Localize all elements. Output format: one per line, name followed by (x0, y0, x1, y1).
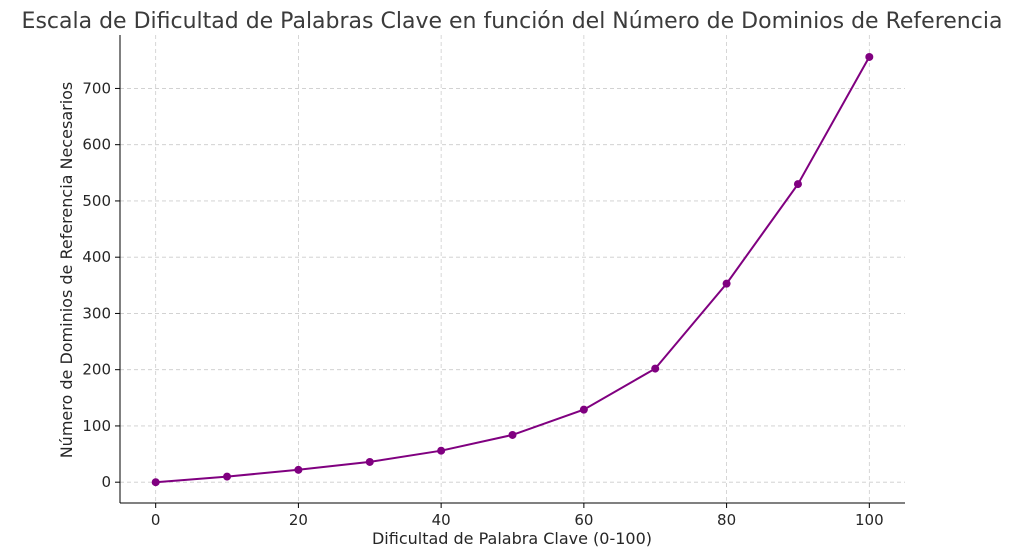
series (151, 52, 874, 487)
y-tick-label: 400 (82, 248, 111, 266)
data-point (865, 52, 874, 61)
data-point (223, 472, 232, 481)
x-tick-label: 100 (855, 511, 884, 529)
y-tick-label: 0 (101, 473, 111, 491)
grid (120, 35, 905, 503)
x-tick-label: 60 (574, 511, 593, 529)
data-point (365, 457, 374, 466)
tick-labels: 0 20 40 60 80 100 0 100 200 300 400 500 600 700 (82, 79, 883, 529)
data-point (793, 180, 802, 189)
x-tick-label: 0 (151, 511, 161, 529)
y-tick-label: 500 (82, 192, 111, 210)
y-tick-label: 300 (82, 304, 111, 322)
data-point (151, 478, 160, 487)
data-point (722, 279, 731, 288)
y-tick-label: 700 (82, 79, 111, 97)
y-tick-label: 100 (82, 417, 111, 435)
x-tick-label: 80 (717, 511, 736, 529)
series-line (155, 56, 871, 484)
chart-title: Escala de Dificultad de Palabras Clave e… (22, 9, 1003, 34)
x-tick-label: 40 (432, 511, 451, 529)
data-point (579, 405, 588, 414)
y-tick-label: 200 (82, 361, 111, 379)
data-point (294, 465, 303, 474)
axes (119, 35, 905, 504)
x-tick-label: 20 (289, 511, 308, 529)
y-tick-label: 600 (82, 136, 111, 154)
data-point (651, 364, 660, 373)
y-axis-label: Número de Dominios de Referencia Necesar… (57, 82, 76, 459)
x-axis-label: Dificultad de Palabra Clave (0-100) (372, 529, 652, 548)
data-point (437, 446, 446, 455)
data-point (508, 430, 517, 439)
